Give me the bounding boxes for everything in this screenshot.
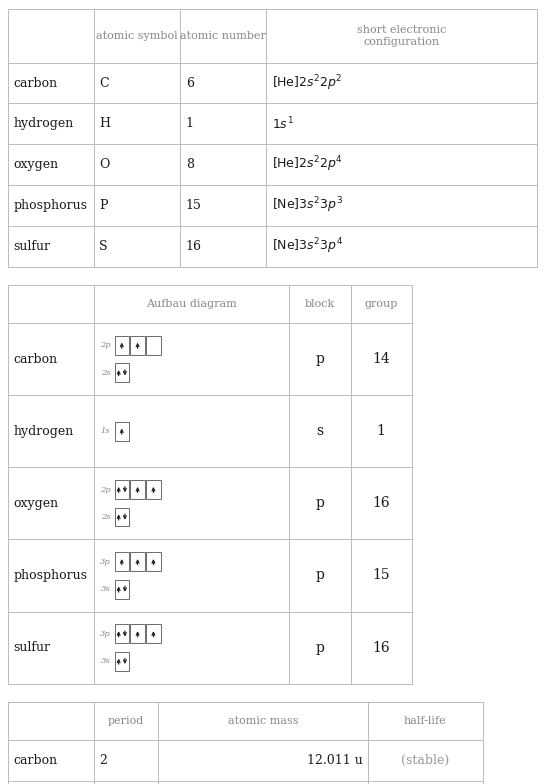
Text: 15: 15 [186,199,201,212]
Bar [115,625,129,644]
Text: 12.011 u: 12.011 u [307,754,363,767]
Text: 16: 16 [372,496,390,510]
Text: 2s: 2s [100,368,110,377]
Bar [146,336,161,355]
Text: group: group [364,299,398,309]
Bar [130,553,145,572]
Bar [146,553,161,572]
Text: sulfur: sulfur [13,641,50,654]
Bar [130,625,145,644]
Text: (stable): (stable) [401,754,449,767]
Text: carbon: carbon [13,353,57,365]
Text: 2p: 2p [99,341,110,350]
Text: p: p [316,568,324,583]
Text: phosphorus: phosphorus [13,199,87,212]
Bar [8,702,483,784]
Text: phosphorus: phosphorus [13,569,87,582]
Bar [115,579,129,598]
Text: p: p [316,352,324,366]
Bar [130,336,145,355]
Bar [115,481,129,499]
Bar [146,481,161,499]
Text: atomic symbol: atomic symbol [96,31,178,41]
Text: carbon: carbon [13,77,57,89]
Text: 16: 16 [372,641,390,655]
Bar [115,336,129,355]
Text: $\mathregular{[He]}2s^{2}2p^{4}$: $\mathregular{[He]}2s^{2}2p^{4}$ [272,155,343,175]
Text: 16: 16 [186,240,201,252]
Text: atomic number: atomic number [180,31,266,41]
Text: 1s: 1s [100,427,110,435]
Text: 3p: 3p [99,557,110,566]
Text: C: C [99,77,109,89]
Text: hydrogen: hydrogen [13,118,73,130]
Text: 3s: 3s [100,585,110,593]
Bar [115,422,129,441]
Bar [115,652,129,670]
Text: H: H [99,118,110,130]
Bar [8,9,537,267]
Text: Aufbau diagram: Aufbau diagram [146,299,237,309]
Text: S: S [99,240,108,252]
Text: half-life: half-life [404,717,447,726]
Text: O: O [99,158,110,171]
Text: 1: 1 [186,118,194,130]
Text: 2s: 2s [100,513,110,521]
Text: 1: 1 [377,424,385,438]
Text: hydrogen: hydrogen [13,425,73,437]
Text: p: p [316,496,324,510]
Bar [115,363,129,382]
Text: 14: 14 [372,352,390,366]
Text: s: s [316,424,324,438]
Bar [130,481,145,499]
Text: carbon: carbon [13,754,57,767]
Bar [8,285,412,684]
Text: 3s: 3s [100,657,110,666]
Text: p: p [316,641,324,655]
Text: period: period [108,717,144,726]
Text: $\mathregular{[He]}2s^{2}2p^{2}$: $\mathregular{[He]}2s^{2}2p^{2}$ [272,74,342,93]
Bar [115,553,129,572]
Bar [115,507,129,526]
Text: oxygen: oxygen [13,497,58,510]
Text: oxygen: oxygen [13,158,58,171]
Text: 3p: 3p [99,630,110,638]
Text: 2p: 2p [99,485,110,494]
Text: 6: 6 [186,77,194,89]
Bar [146,625,161,644]
Text: $1s^{1}$: $1s^{1}$ [272,115,294,132]
Text: 2: 2 [99,754,107,767]
Text: 8: 8 [186,158,194,171]
Text: sulfur: sulfur [13,240,50,252]
Text: short electronic
configuration: short electronic configuration [357,25,447,47]
Text: atomic mass: atomic mass [228,717,299,726]
Text: $\mathregular{[Ne]}3s^{2}3p^{3}$: $\mathregular{[Ne]}3s^{2}3p^{3}$ [272,196,343,215]
Text: 15: 15 [372,568,390,583]
Text: $\mathregular{[Ne]}3s^{2}3p^{4}$: $\mathregular{[Ne]}3s^{2}3p^{4}$ [272,237,343,256]
Text: block: block [305,299,335,309]
Text: P: P [99,199,108,212]
